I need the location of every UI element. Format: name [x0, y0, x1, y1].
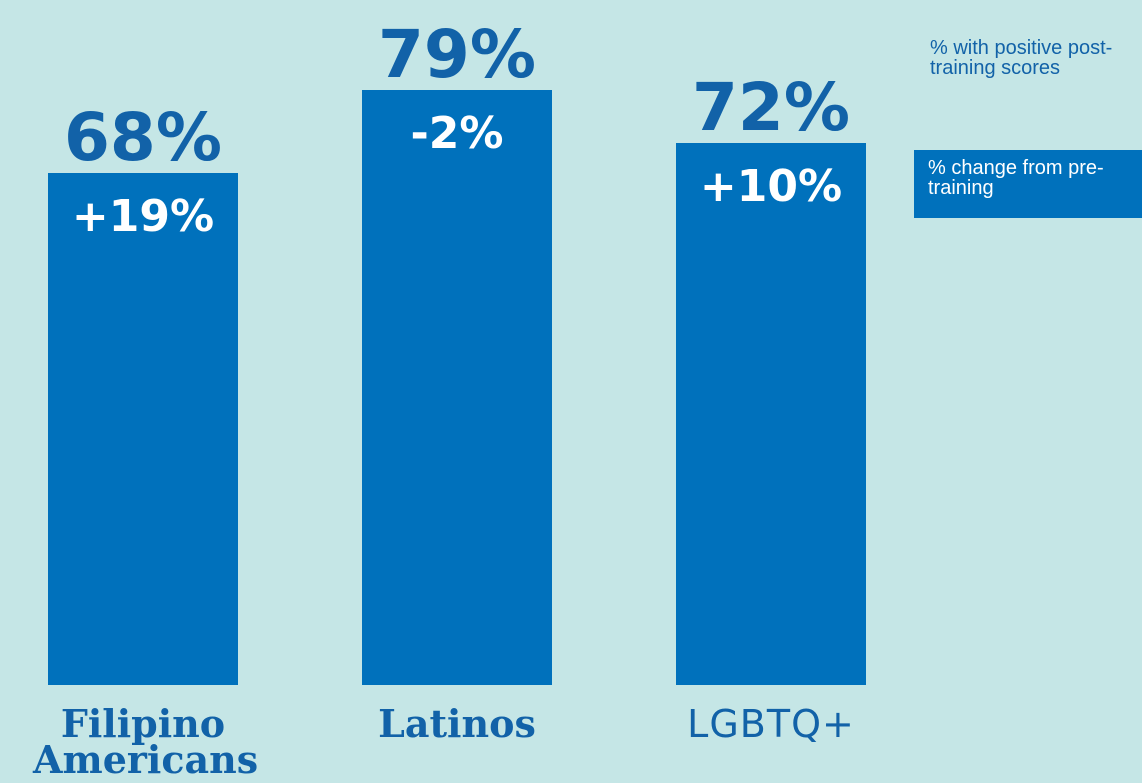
x-tick-label: Latinos — [378, 701, 536, 746]
value-label: 72% — [692, 69, 850, 147]
value-label: 79% — [378, 16, 536, 94]
change-label: -2% — [410, 108, 504, 160]
legend-entry: % with positive post-training scores — [930, 37, 1113, 79]
change-label: +19% — [71, 191, 215, 243]
bar — [48, 173, 238, 685]
x-tick-label: Filipino Americans — [33, 701, 259, 783]
bar — [676, 143, 866, 685]
change-label: +10% — [699, 161, 843, 213]
value-label: 68% — [64, 99, 222, 177]
bar — [362, 90, 552, 685]
legend-entry-box: % change from pre-training — [914, 150, 1142, 218]
x-tick-label: LGBTQ+ — [687, 702, 855, 746]
legend-entry: % change from pre-training — [928, 157, 1104, 199]
